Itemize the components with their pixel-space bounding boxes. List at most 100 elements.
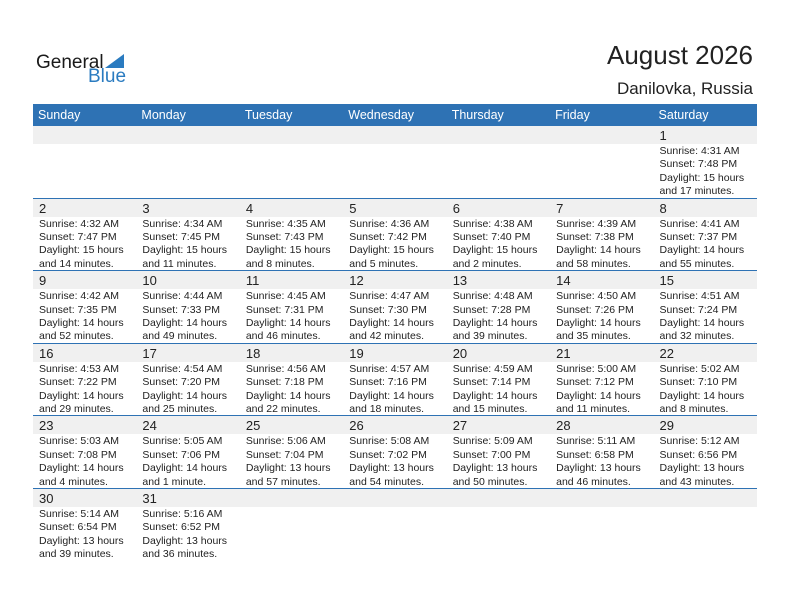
sunset-text: Sunset: 7:22 PM xyxy=(39,376,117,389)
sunrise-text: Sunrise: 5:14 AM xyxy=(39,507,119,520)
day-cell: 6 Sunrise: 4:38 AM Sunset: 7:40 PM Daylight… xyxy=(446,198,551,271)
empty-cell xyxy=(239,488,344,562)
sunset-text: Sunset: 7:24 PM xyxy=(659,303,738,316)
sunrise-text: Sunrise: 4:32 AM xyxy=(39,217,119,230)
empty-cell xyxy=(550,488,654,562)
day-number: 4 xyxy=(245,200,254,216)
day-cell: 11 Sunrise: 4:45 AM Sunset: 7:31 PM Dayligh… xyxy=(239,271,344,344)
day-number: 7 xyxy=(556,200,564,216)
sunset-text: Sunset: 7:10 PM xyxy=(659,376,738,389)
sunrise-text: Sunrise: 5:05 AM xyxy=(142,435,223,448)
date-band xyxy=(239,126,344,144)
minutes-text: and 55 minutes. xyxy=(659,257,735,270)
empty-cell xyxy=(550,126,654,198)
day-cell: 5 Sunrise: 4:36 AM Sunset: 7:42 PM Daylight… xyxy=(343,198,447,272)
empty-cell xyxy=(446,126,551,198)
sunrise-text: Sunrise: 5:00 AM xyxy=(556,362,637,375)
date-band xyxy=(33,126,137,144)
sunset-text: Sunset: 6:52 PM xyxy=(142,521,221,534)
daylight-text: Daylight: 13 hours xyxy=(452,462,538,475)
date-band xyxy=(239,416,344,435)
sun-info: Sunrise: 4:34 AM Sunset: 7:45 PM Daylight:… xyxy=(142,218,227,272)
location: Danilovka, Russia xyxy=(616,79,753,98)
date-band xyxy=(446,488,551,507)
day-number: 1 xyxy=(659,128,667,143)
sun-info: Sunrise: 4:56 AM Sunset: 7:18 PM Daylight:… xyxy=(246,363,331,417)
day-number: 12 xyxy=(349,273,364,289)
sunset-text: Sunset: 7:37 PM xyxy=(659,231,738,243)
day-cell: 25 Sunrise: 5:06 AM Sunset: 7:04 PM Dayligh… xyxy=(239,416,344,488)
sunset-text: Sunset: 7:38 PM xyxy=(556,231,634,243)
sunset-text: Sunset: 7:45 PM xyxy=(142,231,221,243)
daylight-text: Daylight: 14 hours xyxy=(556,317,641,329)
day-cell: 20 Sunrise: 4:59 AM Sunset: 7:14 PM Dayligh… xyxy=(446,343,551,416)
day-cell: 8 Sunrise: 4:41 AM Sunset: 7:37 PM Daylight… xyxy=(653,198,757,271)
weekday-saturday: Saturday xyxy=(658,108,709,122)
date-band xyxy=(33,271,137,290)
day-cell: 3 Sunrise: 4:34 AM Sunset: 7:45 PM Daylight… xyxy=(136,198,240,272)
daylight-text: Daylight: 15 hours xyxy=(39,244,124,257)
daylight-text: Daylight: 14 hours xyxy=(452,389,538,402)
sunset-text: Sunset: 7:35 PM xyxy=(39,303,117,316)
minutes-text: and 29 minutes. xyxy=(39,403,114,415)
sunrise-text: Sunrise: 4:48 AM xyxy=(452,290,533,303)
day-number: 6 xyxy=(452,200,460,216)
day-number: 9 xyxy=(39,273,47,289)
month-title: August 2026 xyxy=(606,40,753,70)
sun-info: Sunrise: 4:45 AM Sunset: 7:31 PM Daylight:… xyxy=(246,290,331,344)
sun-info: Sunrise: 4:53 AM Sunset: 7:22 PM Daylight:… xyxy=(39,363,124,417)
daylight-text: Daylight: 14 hours xyxy=(245,317,331,329)
date-band xyxy=(239,198,344,217)
minutes-text: and 35 minutes. xyxy=(556,330,631,343)
date-band xyxy=(239,271,344,290)
daylight-text: Daylight: 13 hours xyxy=(349,462,434,475)
sun-info: Sunrise: 4:36 AM Sunset: 7:42 PM Daylight:… xyxy=(349,218,434,272)
sun-info: Sunrise: 5:09 AM Sunset: 7:00 PM Daylight:… xyxy=(453,435,538,489)
date-band xyxy=(136,416,240,435)
day-number: 25 xyxy=(245,418,261,434)
weekday-wednesday: Wednesday xyxy=(348,108,415,122)
empty-cell xyxy=(239,126,344,198)
date-band xyxy=(136,198,240,217)
sunset-text: Sunset: 6:56 PM xyxy=(659,448,738,461)
day-number: 20 xyxy=(452,345,468,361)
sun-info: Sunrise: 5:08 AM Sunset: 7:02 PM Daylight:… xyxy=(349,435,434,489)
minutes-text: and 54 minutes. xyxy=(349,475,424,488)
day-cell: 26 Sunrise: 5:08 AM Sunset: 7:02 PM Dayligh… xyxy=(343,416,447,489)
sun-info: Sunrise: 4:48 AM Sunset: 7:28 PM Daylight:… xyxy=(453,290,538,344)
day-number: 10 xyxy=(142,273,157,289)
day-number: 31 xyxy=(142,490,157,506)
day-cell: 16 Sunrise: 4:53 AM Sunset: 7:22 PM Dayligh… xyxy=(33,343,137,417)
minutes-text: and 8 minutes. xyxy=(659,403,729,415)
sun-info: Sunrise: 4:51 AM Sunset: 7:24 PM Daylight:… xyxy=(660,290,745,344)
date-band xyxy=(653,126,757,144)
date-band xyxy=(343,343,447,362)
sunset-text: Sunset: 7:31 PM xyxy=(245,303,324,316)
minutes-text: and 2 minutes. xyxy=(452,257,522,270)
minutes-text: and 50 minutes. xyxy=(452,475,528,488)
daylight-text: Daylight: 14 hours xyxy=(556,389,641,402)
day-number: 8 xyxy=(659,200,667,216)
minutes-text: and 11 minutes. xyxy=(142,257,217,270)
sunrise-text: Sunrise: 4:50 AM xyxy=(556,290,637,303)
daylight-text: Daylight: 14 hours xyxy=(659,244,745,257)
sunset-text: Sunset: 7:30 PM xyxy=(349,303,427,316)
day-number: 24 xyxy=(142,418,157,434)
date-band xyxy=(550,271,654,290)
day-number: 13 xyxy=(452,273,468,289)
date-band xyxy=(136,488,240,507)
date-band xyxy=(343,126,447,144)
minutes-text: and 11 minutes. xyxy=(556,403,631,415)
day-number: 22 xyxy=(659,345,674,361)
date-band xyxy=(33,198,137,217)
day-number: 19 xyxy=(349,345,364,361)
empty-cell xyxy=(653,488,757,562)
minutes-text: and 52 minutes. xyxy=(39,330,114,343)
day-cell: 14 Sunrise: 4:50 AM Sunset: 7:26 PM Dayligh… xyxy=(550,271,654,343)
daylight-text: Daylight: 14 hours xyxy=(556,244,641,257)
sun-info: Sunrise: 5:16 AM Sunset: 6:52 PM Daylight:… xyxy=(142,508,227,562)
date-band xyxy=(550,488,654,507)
daylight-text: Daylight: 15 hours xyxy=(245,244,331,257)
day-cell: 4 Sunrise: 4:35 AM Sunset: 7:43 PM Daylight… xyxy=(239,198,344,271)
